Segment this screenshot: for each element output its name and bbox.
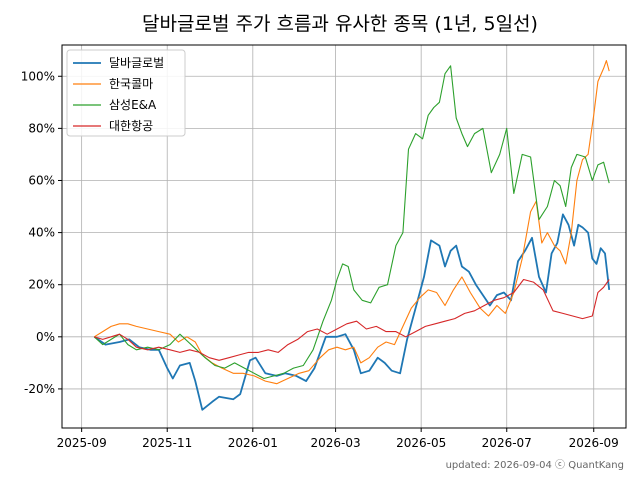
y-tick-label: 60% bbox=[28, 173, 55, 187]
x-tick-label: 2026-07 bbox=[482, 436, 532, 450]
series-line-4 bbox=[94, 278, 610, 361]
series-line-3 bbox=[93, 65, 610, 380]
x-tick-label: 2026-03 bbox=[311, 436, 361, 450]
y-tick-label: 80% bbox=[28, 121, 55, 135]
y-tick-label: 40% bbox=[28, 226, 55, 240]
chart-title: 달바글로벌 주가 흐름과 유사한 종목 (1년, 5일선) bbox=[142, 13, 538, 35]
plot-frame bbox=[61, 44, 627, 429]
footer-credit: updated: 2026-09-04 ⓒ QuantKang bbox=[446, 459, 624, 471]
legend-box bbox=[66, 49, 186, 137]
legend-label-2: 한국콜마 bbox=[109, 77, 153, 91]
x-tick-label: 2026-09 bbox=[569, 436, 619, 450]
legend-label-4: 대한항공 bbox=[109, 119, 153, 133]
x-tick-label: 2025-09 bbox=[57, 436, 107, 450]
series-line-1 bbox=[93, 213, 611, 411]
legend-label-1: 달바글로벌 bbox=[109, 56, 164, 70]
x-tick-label: 2026-05 bbox=[396, 436, 446, 450]
y-tick-label: 0% bbox=[36, 330, 55, 344]
y-tick-label: -20% bbox=[24, 382, 55, 396]
y-tick-label: 100% bbox=[21, 69, 55, 83]
series-layer bbox=[93, 60, 611, 411]
x-tick-label: 2025-11 bbox=[142, 436, 192, 450]
x-tick-label: 2026-01 bbox=[228, 436, 278, 450]
axis-ticks: 2025-09 2025-11 2026-01 2026-03 2026-05 2026-… bbox=[21, 69, 619, 450]
y-tick-label: 20% bbox=[28, 278, 55, 292]
series-line-2 bbox=[94, 60, 610, 385]
grid bbox=[62, 45, 626, 428]
legend-label-3: 삼성E&A bbox=[109, 98, 157, 112]
